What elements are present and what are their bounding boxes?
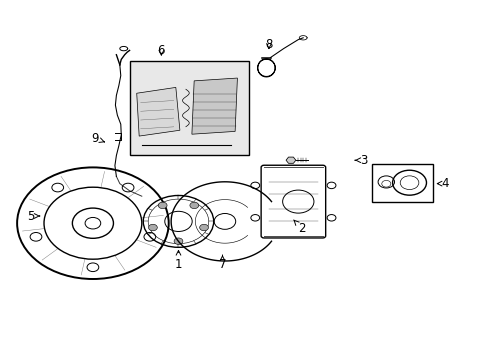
Text: 1: 1	[174, 251, 182, 271]
Circle shape	[148, 224, 157, 231]
Text: 3: 3	[354, 154, 367, 167]
Text: 9: 9	[91, 132, 104, 145]
Text: 8: 8	[264, 39, 272, 51]
Bar	[129, 61, 249, 155]
Circle shape	[189, 202, 198, 209]
Circle shape	[158, 202, 167, 209]
Polygon shape	[137, 87, 180, 136]
Polygon shape	[191, 78, 237, 134]
Text: 6: 6	[157, 44, 165, 57]
Text: 4: 4	[436, 177, 448, 190]
Polygon shape	[285, 157, 295, 163]
Text: 5: 5	[26, 210, 40, 222]
Bar	[371, 164, 432, 202]
Text: 2: 2	[293, 220, 305, 235]
Circle shape	[174, 238, 183, 244]
Text: 7: 7	[218, 255, 226, 271]
Circle shape	[199, 224, 208, 231]
